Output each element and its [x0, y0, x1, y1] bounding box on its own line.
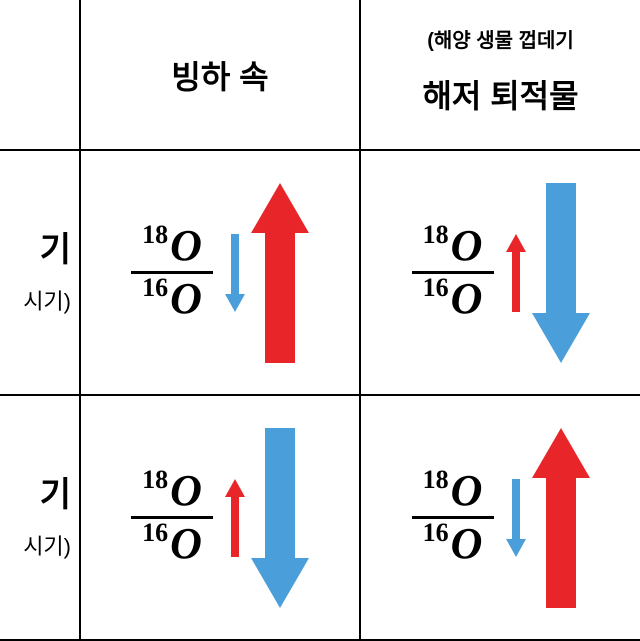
isotope-fraction: 18O 16O: [412, 469, 494, 566]
isotope-fraction: 18O 16O: [131, 224, 213, 321]
row2-sublabel: 시기): [0, 533, 71, 562]
thin-arrow-down-icon: [225, 234, 245, 312]
row1-label-cell: 기 시기): [0, 150, 80, 395]
letter-o: O: [170, 522, 202, 566]
col1-title: 빙하 속: [81, 52, 359, 98]
thin-arrow-up-icon: [506, 234, 526, 312]
isotope-fraction: 18O 16O: [131, 469, 213, 566]
sup-16: 16: [142, 520, 168, 546]
letter-o: O: [170, 224, 202, 268]
row1-sublabel: 시기): [0, 288, 71, 317]
sup-18: 18: [142, 467, 168, 493]
sup-16: 16: [142, 275, 168, 301]
row-2: 기 시기) 18O 16O 18O: [0, 395, 640, 640]
thick-arrow-up-icon: [251, 183, 309, 363]
isotope-table: 빙하 속 (해양 생물 껍데기 해저 퇴적물 기 시기) 18O 16O: [0, 0, 640, 641]
letter-o: O: [451, 277, 483, 321]
sup-16: 16: [423, 520, 449, 546]
sup-18: 18: [142, 222, 168, 248]
letter-o: O: [170, 277, 202, 321]
isotope-fraction: 18O 16O: [412, 224, 494, 321]
cell-r2c1: 18O 16O: [80, 395, 360, 640]
row2-label-cell: 기 시기): [0, 395, 80, 640]
table-container: 빙하 속 (해양 생물 껍데기 해저 퇴적물 기 시기) 18O 16O: [0, 0, 640, 640]
header-row: 빙하 속 (해양 생물 껍데기 해저 퇴적물: [0, 0, 640, 150]
sup-18: 18: [423, 467, 449, 493]
col-header-1: 빙하 속: [80, 0, 360, 150]
thin-arrow-up-icon: [225, 479, 245, 557]
row2-label-text: 기: [40, 476, 71, 514]
letter-o: O: [451, 522, 483, 566]
sup-18: 18: [423, 222, 449, 248]
thick-arrow-up-icon: [532, 428, 590, 608]
letter-o: O: [170, 469, 202, 513]
letter-o: O: [451, 469, 483, 513]
col2-title: 해저 퇴적물: [361, 71, 640, 117]
row1-label: 기 시기): [0, 228, 79, 317]
sup-16: 16: [423, 275, 449, 301]
col2-subtitle: (해양 생물 껍데기: [361, 24, 640, 53]
col-header-2: (해양 생물 껍데기 해저 퇴적물: [360, 0, 640, 150]
cell-r2c2: 18O 16O: [360, 395, 640, 640]
row-1: 기 시기) 18O 16O 18O: [0, 150, 640, 395]
thin-arrow-down-icon: [506, 479, 526, 557]
thick-arrow-down-icon: [532, 183, 590, 363]
cell-r1c2: 18O 16O: [360, 150, 640, 395]
cell-r1c1: 18O 16O: [80, 150, 360, 395]
row1-label-text: 기: [40, 231, 71, 269]
letter-o: O: [451, 224, 483, 268]
thick-arrow-down-icon: [251, 428, 309, 608]
corner-cell: [0, 0, 80, 150]
row2-label: 기 시기): [0, 473, 79, 562]
